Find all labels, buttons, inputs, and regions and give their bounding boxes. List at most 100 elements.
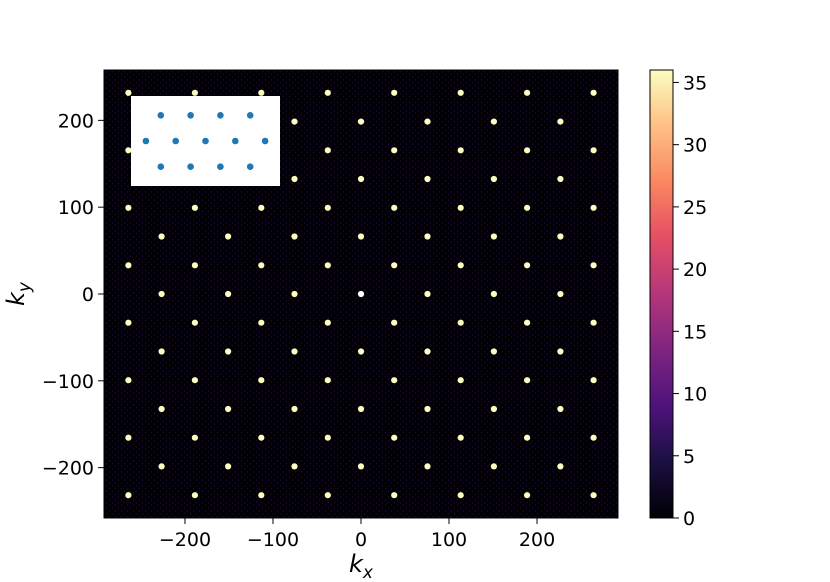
bragg-peak [557, 233, 564, 240]
bragg-peak [324, 147, 331, 154]
colorbar-gradient [649, 69, 674, 519]
bragg-peak [225, 463, 232, 470]
bragg-peak [457, 89, 464, 96]
bragg-peak [557, 290, 564, 298]
bragg-peak [357, 233, 365, 240]
bragg-peak [291, 290, 298, 298]
bragg-peak [490, 290, 497, 298]
bragg-peak [258, 377, 265, 384]
inset-point [217, 163, 224, 170]
bragg-peak [490, 118, 497, 125]
bragg-peak [457, 262, 464, 269]
bragg-peak [291, 233, 298, 240]
bragg-peak [258, 319, 265, 326]
bragg-peak [524, 319, 531, 326]
bragg-peak [324, 89, 331, 96]
bragg-peak [191, 377, 198, 384]
bragg-peak [191, 262, 198, 269]
y-tick-label: 0 [82, 284, 94, 306]
bragg-peak [324, 204, 331, 211]
bragg-peak [590, 204, 597, 211]
inset-point [142, 137, 150, 145]
inset-point [246, 112, 254, 119]
bragg-peak [258, 89, 265, 96]
bragg-peak [490, 233, 497, 240]
bragg-peak [258, 434, 265, 441]
bragg-peak [424, 118, 431, 125]
bragg-peak [357, 348, 365, 355]
bragg-peak [490, 175, 497, 183]
bragg-peak [557, 348, 564, 355]
bragg-peak [557, 118, 564, 125]
inset-point [261, 137, 269, 145]
x-axis-ticks: −200 −100 0 100 200 [159, 518, 555, 551]
bragg-peak [590, 377, 597, 384]
bragg-peak [191, 492, 198, 499]
bragg-peak [457, 492, 464, 499]
bragg-peak [291, 405, 298, 413]
bragg-peak [524, 434, 531, 441]
colorbar: 0 5 10 15 20 25 30 35 [649, 69, 707, 530]
bragg-peak [225, 290, 232, 298]
x-axis-label: kx [349, 550, 374, 582]
bragg-peak [391, 204, 398, 211]
bragg-peak [391, 492, 398, 499]
inset-point [187, 163, 194, 170]
bragg-peak [125, 262, 132, 269]
colorbar-tick-label: 25 [683, 197, 707, 219]
bragg-peak [357, 463, 365, 470]
bragg-peak [590, 434, 597, 441]
bragg-peak [125, 89, 132, 96]
y-tick-label: −200 [42, 458, 94, 480]
bragg-peak [258, 262, 265, 269]
bragg-peak [125, 492, 132, 499]
x-tick-label: 100 [431, 529, 467, 551]
bragg-peak [324, 262, 331, 269]
bragg-peak [225, 233, 232, 240]
bragg-peak [324, 319, 331, 326]
bragg-peak [258, 492, 265, 499]
bragg-peak [357, 405, 365, 413]
bragg-peak [524, 204, 531, 211]
inset-point [232, 137, 239, 145]
bragg-peak [524, 492, 531, 499]
bragg-peak [357, 118, 365, 125]
y-axis-label: ky [2, 281, 35, 306]
bragg-peak [158, 348, 165, 355]
bragg-peak [524, 89, 531, 96]
bragg-peak [391, 147, 398, 154]
bragg-peak [291, 463, 298, 470]
bragg-peak [424, 405, 431, 413]
inset-point [157, 112, 165, 119]
heatmap-axes: −200 −100 0 100 200 −200 −100 0 100 200 [42, 69, 619, 551]
bragg-peak [291, 175, 298, 183]
inset-point [246, 163, 254, 170]
inset-point [217, 112, 224, 119]
x-tick-label: −100 [247, 529, 299, 551]
bragg-peak [457, 147, 464, 154]
bragg-peak [125, 377, 132, 384]
y-axis-ticks: −200 −100 0 100 200 [42, 110, 104, 480]
bragg-peak [324, 434, 331, 441]
bragg-peak [391, 262, 398, 269]
y-tick-label: −100 [42, 371, 94, 393]
bragg-peak [490, 348, 497, 355]
bragg-peak [590, 147, 597, 154]
colorbar-tick-label: 20 [683, 259, 707, 281]
bragg-peak [424, 233, 431, 240]
center-peak [357, 290, 365, 298]
inset-point [157, 163, 165, 170]
bragg-peak [590, 262, 597, 269]
bragg-peak [391, 319, 398, 326]
bragg-peak [191, 434, 198, 441]
colorbar-tick-label: 30 [683, 135, 707, 157]
bragg-peak [391, 89, 398, 96]
bragg-peak [524, 262, 531, 269]
bragg-peak [158, 290, 165, 298]
bragg-peak [291, 118, 298, 125]
bragg-peak [557, 405, 564, 413]
bragg-peak [524, 147, 531, 154]
bragg-peak [457, 377, 464, 384]
x-tick-label: 200 [519, 529, 555, 551]
bragg-peak [125, 204, 132, 211]
